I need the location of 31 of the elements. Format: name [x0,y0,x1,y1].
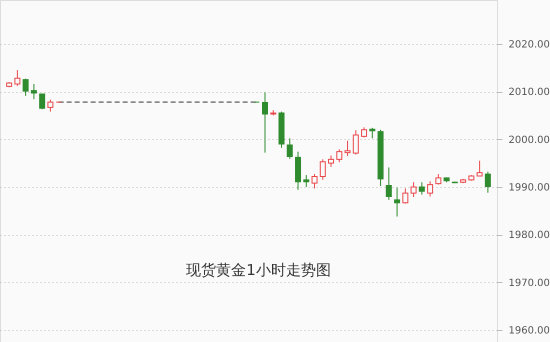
y-tick-label: 1980.00 [508,230,550,242]
candlestick [352,130,359,156]
candlestick [328,155,334,168]
candlestick [435,174,442,186]
candlestick [484,171,491,194]
candlestick [47,99,54,112]
candlestick [22,78,29,96]
candlestick [418,182,425,196]
candlestick [30,83,37,100]
text: 现货黄金1小时走势图 [186,261,331,279]
candlestick [476,160,483,177]
candlestick [312,174,318,189]
candlestick [361,126,368,138]
candlestick [336,148,342,163]
y-tick-label: 2010.00 [508,87,550,98]
y-tick-label: 1970.00 [508,278,550,289]
candlestick [344,140,351,156]
candlestick [427,180,434,198]
y-tick-label: 2000.00 [508,134,550,146]
candlestick [14,70,20,86]
candlestick [402,188,408,204]
candlestick [394,186,400,218]
candlestick [303,174,310,188]
y-tick-label: 1960.00 [508,326,550,337]
candlestick [410,182,417,198]
y-tick-label: 1990.00 [508,182,550,194]
candlestick [386,166,392,200]
candlestick [262,92,268,154]
y-tick-label: 2020.00 [508,39,550,50]
candlestick [286,138,293,160]
candlestick [320,158,326,180]
